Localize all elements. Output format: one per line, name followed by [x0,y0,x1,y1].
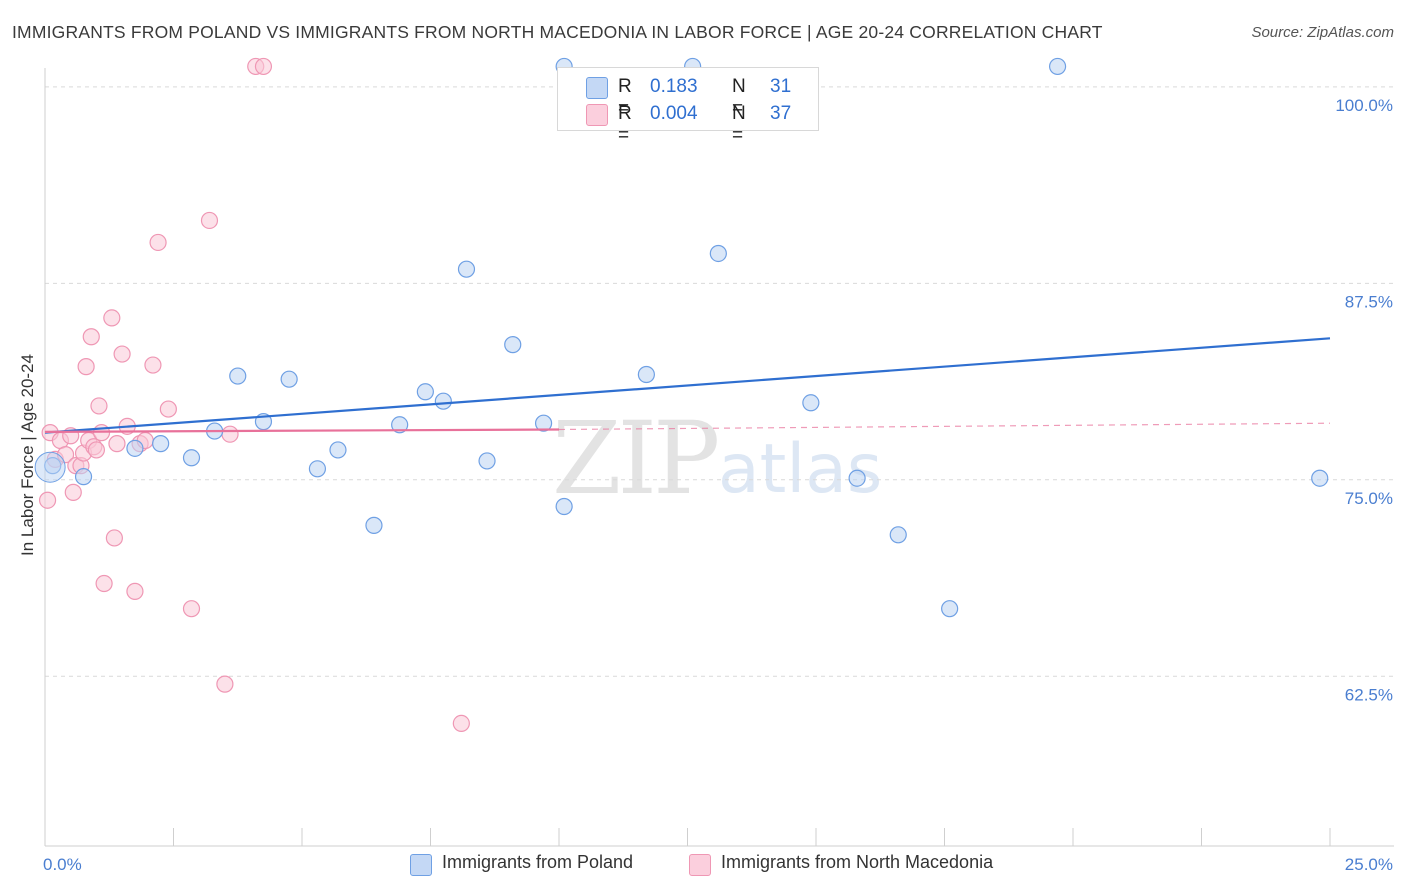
point-poland [182,449,201,467]
point-macedonia [159,400,177,418]
point-macedonia [126,582,144,600]
n-label: N = [732,76,746,119]
point-macedonia [254,57,273,76]
point-poland [555,497,573,516]
point-poland [74,468,93,486]
point-macedonia [95,574,113,593]
point-poland [308,460,327,478]
r-label: R = [618,76,632,119]
point-poland [416,383,434,401]
point-poland [280,370,298,388]
x-tick-label-max: 25.0% [1345,855,1393,874]
point-macedonia [200,211,219,230]
point-poland [365,516,383,534]
source-note: Source: ZipAtlas.com [1251,24,1394,41]
point-macedonia [82,328,100,346]
point-poland [504,336,522,354]
point-poland [434,392,452,410]
x-tick-label-min: 0.0% [43,855,82,874]
poland-swatch [586,77,608,99]
chart-title: IMMIGRANTS FROM POLAND VS IMMIGRANTS FRO… [12,22,1103,42]
r-label: R = [618,103,632,146]
point-macedonia [105,529,123,547]
point-macedonia [216,675,234,693]
point-poland-cluster [34,451,66,483]
point-poland [1311,469,1329,487]
point-macedonia [144,356,162,374]
point-poland [637,365,655,384]
point-poland [534,414,553,432]
point-poland [152,435,170,453]
point-poland [457,260,476,278]
y-tick-label: 62.5% [1345,685,1393,704]
point-poland [1048,57,1067,76]
r-value: 0.183 [650,76,698,97]
n-label: N = [732,103,746,146]
point-macedonia [108,435,126,453]
point-poland [889,526,907,544]
point-macedonia [182,600,201,618]
n-value: 31 [770,76,792,97]
point-poland [478,452,496,470]
macedonia-legend-swatch [689,854,711,876]
point-macedonia [221,425,239,443]
trendline-poland [44,337,1331,434]
point-poland [941,600,959,618]
point-macedonia [149,233,167,252]
trendline-macedonia [44,428,560,433]
legend-label-poland: Immigrants from Poland [442,852,634,872]
r-value: 0.004 [650,103,698,124]
point-poland [126,439,144,457]
watermark-zip: ZIP [552,400,720,517]
legend-label-macedonia: Immigrants from North Macedonia [721,852,994,872]
point-macedonia [77,358,95,376]
point-macedonia [87,441,106,459]
point-macedonia [90,397,108,415]
point-poland [229,367,247,385]
point-macedonia [452,714,470,733]
y-tick-label: 100.0% [1335,96,1393,115]
point-poland [391,416,409,434]
point-poland [709,244,727,263]
n-value: 37 [770,103,792,124]
point-macedonia [113,345,131,363]
y-tick-label: 75.0% [1345,489,1393,508]
watermark-atlas: atlas [718,430,883,509]
point-macedonia [103,309,121,327]
macedonia-swatch [586,104,608,126]
point-macedonia [64,483,82,501]
y-tick-label: 87.5% [1345,292,1393,311]
point-macedonia [38,491,57,509]
trendline-macedonia-extension [558,422,1331,431]
stats-legend: R = 0.183 N = 31 R = 0.004 N = 37 [557,67,819,146]
point-poland [329,441,347,459]
point-poland [802,394,820,412]
point-poland [848,469,866,487]
poland-legend-swatch [410,854,432,876]
series-legend: Immigrants from Poland Immigrants from N… [0,852,1406,878]
